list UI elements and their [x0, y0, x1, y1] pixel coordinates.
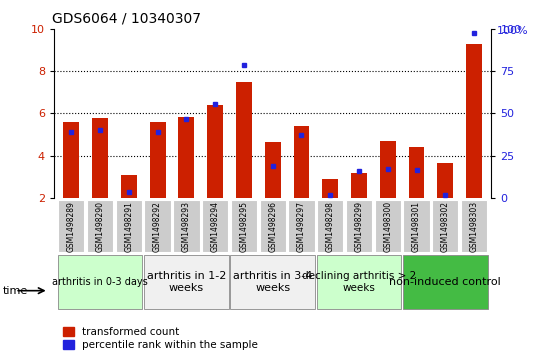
Text: declining arthritis > 2
weeks: declining arthritis > 2 weeks — [302, 272, 416, 293]
Bar — [231, 255, 315, 309]
Bar — [317, 255, 401, 309]
Bar — [346, 200, 372, 252]
Bar — [231, 200, 257, 252]
Bar — [461, 200, 487, 252]
Text: GSM1498300: GSM1498300 — [383, 201, 392, 252]
Text: GSM1498302: GSM1498302 — [441, 201, 450, 252]
Text: 100%: 100% — [497, 26, 529, 36]
Bar — [202, 200, 228, 252]
Bar — [58, 255, 143, 309]
Text: time: time — [3, 286, 28, 296]
Text: arthritis in 0-3 days: arthritis in 0-3 days — [52, 277, 148, 287]
Bar — [265, 142, 281, 198]
Text: arthritis in 3-4
weeks: arthritis in 3-4 weeks — [233, 272, 312, 293]
Bar — [380, 141, 396, 198]
Text: GSM1498299: GSM1498299 — [355, 201, 363, 252]
Bar — [150, 122, 165, 198]
Bar — [437, 163, 453, 198]
Text: GSM1498294: GSM1498294 — [211, 201, 220, 252]
Bar — [87, 200, 113, 252]
Text: arthritis in 1-2
weeks: arthritis in 1-2 weeks — [147, 272, 226, 293]
Text: GSM1498290: GSM1498290 — [96, 201, 105, 252]
Bar — [351, 172, 367, 198]
Text: GSM1498292: GSM1498292 — [153, 201, 162, 252]
Bar — [207, 105, 223, 198]
Legend: transformed count, percentile rank within the sample: transformed count, percentile rank withi… — [59, 323, 262, 354]
Bar — [288, 200, 315, 252]
Bar — [294, 126, 309, 198]
Text: GSM1498301: GSM1498301 — [412, 201, 421, 252]
Text: GSM1498295: GSM1498295 — [239, 201, 248, 252]
Text: GSM1498297: GSM1498297 — [297, 201, 306, 252]
Bar — [322, 179, 338, 198]
Bar — [63, 122, 79, 198]
Bar — [58, 200, 84, 252]
Text: GSM1498303: GSM1498303 — [470, 201, 478, 252]
Bar — [173, 200, 199, 252]
Bar — [260, 200, 286, 252]
Bar — [432, 200, 458, 252]
Bar — [121, 175, 137, 198]
Text: GSM1498296: GSM1498296 — [268, 201, 277, 252]
Text: GSM1498293: GSM1498293 — [182, 201, 191, 252]
Bar — [317, 200, 343, 252]
Text: non-induced control: non-induced control — [389, 277, 501, 287]
Bar — [375, 200, 401, 252]
Bar — [178, 117, 194, 198]
Bar — [144, 255, 228, 309]
Bar — [236, 82, 252, 198]
Bar — [409, 147, 424, 198]
Text: GDS6064 / 10340307: GDS6064 / 10340307 — [52, 11, 201, 25]
Bar — [466, 44, 482, 198]
Bar — [403, 255, 488, 309]
Bar — [145, 200, 171, 252]
Bar — [403, 200, 430, 252]
Text: GSM1498291: GSM1498291 — [124, 201, 133, 252]
Text: GSM1498289: GSM1498289 — [67, 201, 76, 252]
Bar — [116, 200, 142, 252]
Text: GSM1498298: GSM1498298 — [326, 201, 335, 252]
Bar — [92, 118, 108, 198]
